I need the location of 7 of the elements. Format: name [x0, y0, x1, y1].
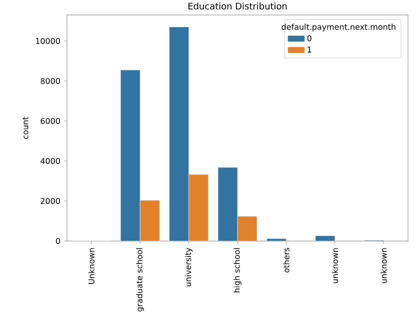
bar — [169, 26, 189, 241]
bar — [188, 174, 208, 241]
bar — [218, 167, 238, 241]
bar — [120, 70, 140, 241]
chart-title: Education Distribution — [188, 2, 287, 10]
bar — [237, 216, 258, 241]
bar — [140, 200, 160, 241]
